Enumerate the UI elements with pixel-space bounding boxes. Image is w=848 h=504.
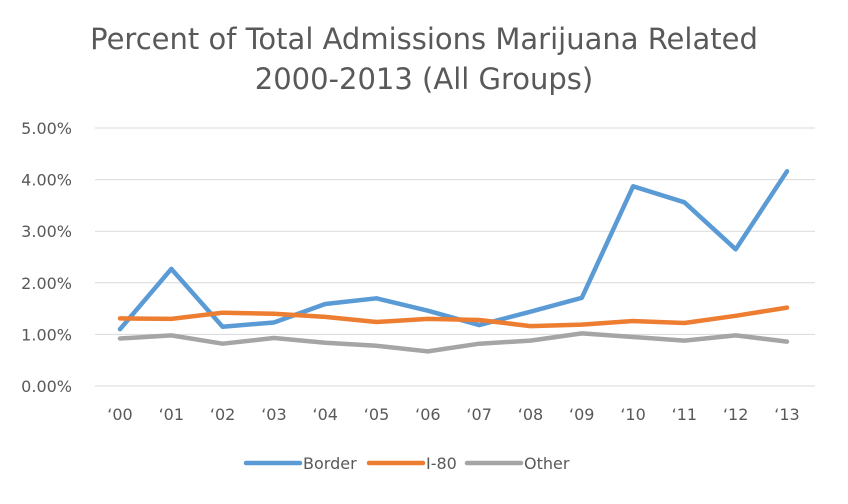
series-line-i-80 <box>117 305 790 329</box>
x-tick-label: ‘05 <box>364 405 389 424</box>
x-tick-label: ‘07 <box>466 405 491 424</box>
x-tick-label: ‘02 <box>210 405 235 424</box>
y-tick-label: 4.00% <box>21 171 72 190</box>
y-tick-label: 3.00% <box>21 222 72 241</box>
x-tick-label: ‘00 <box>107 405 132 424</box>
y-tick-label: 2.00% <box>21 274 72 293</box>
x-tick-label: ‘09 <box>569 405 594 424</box>
series-line-border <box>117 169 790 332</box>
x-tick-label: ‘04 <box>313 405 338 424</box>
x-tick-label: ‘06 <box>415 405 440 424</box>
x-tick-label: ‘10 <box>620 405 645 424</box>
x-tick-label: ‘12 <box>723 405 748 424</box>
y-tick-label: 1.00% <box>21 325 72 344</box>
chart-title: Percent of Total Admissions Marijuana Re… <box>90 22 758 56</box>
x-tick-label: ‘01 <box>159 405 184 424</box>
chart-subtitle: 2000-2013 (All Groups) <box>254 62 594 96</box>
x-tick-label: ‘03 <box>261 405 286 424</box>
x-tick-label: ‘11 <box>672 405 697 424</box>
legend-label: Other <box>524 454 570 473</box>
legend-label: I-80 <box>426 454 457 473</box>
x-tick-label: ‘13 <box>774 405 799 424</box>
legend-label: Border <box>303 454 357 473</box>
series-line-other <box>117 331 790 354</box>
y-tick-label: 5.00% <box>21 119 72 138</box>
y-tick-label: 0.00% <box>21 377 72 396</box>
x-tick-label: ‘08 <box>518 405 543 424</box>
